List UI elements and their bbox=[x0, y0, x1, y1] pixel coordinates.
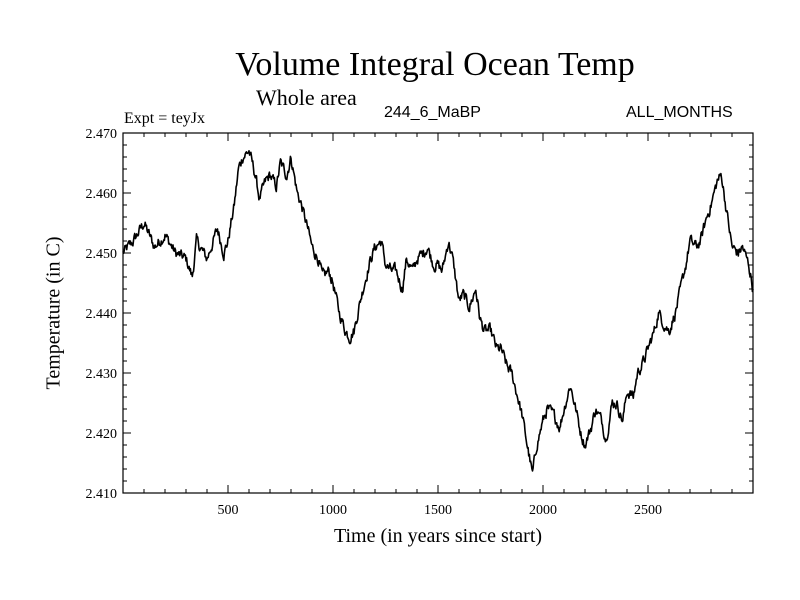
x-tick-label: 2500 bbox=[634, 503, 662, 518]
y-tick-label: 2.430 bbox=[86, 367, 118, 382]
x-tick-label: 1000 bbox=[319, 503, 347, 518]
y-tick-label: 2.420 bbox=[86, 427, 118, 442]
x-tick-label: 500 bbox=[218, 503, 239, 518]
x-axis-label: Time (in years since start) bbox=[333, 525, 543, 547]
y-tick-label: 2.440 bbox=[86, 307, 118, 322]
y-tick-label: 2.460 bbox=[86, 187, 118, 202]
experiment-label: Expt = teyJx bbox=[124, 110, 206, 127]
x-tick-label: 2000 bbox=[529, 503, 557, 518]
y-tick-label: 2.470 bbox=[86, 127, 118, 142]
chart-subtitle: Whole area bbox=[256, 85, 357, 110]
y-tick-label: 2.450 bbox=[86, 247, 118, 262]
chart-title: Volume Integral Ocean Temp bbox=[235, 46, 635, 83]
series-line bbox=[122, 150, 754, 472]
months-label: ALL_MONTHS bbox=[626, 104, 733, 121]
y-axis-label: Temperature (in C) bbox=[42, 236, 65, 390]
y-tick-label: 2.410 bbox=[86, 487, 118, 502]
period-code-label: 244_6_MaBP bbox=[384, 104, 481, 121]
x-tick-label: 1500 bbox=[424, 503, 452, 518]
